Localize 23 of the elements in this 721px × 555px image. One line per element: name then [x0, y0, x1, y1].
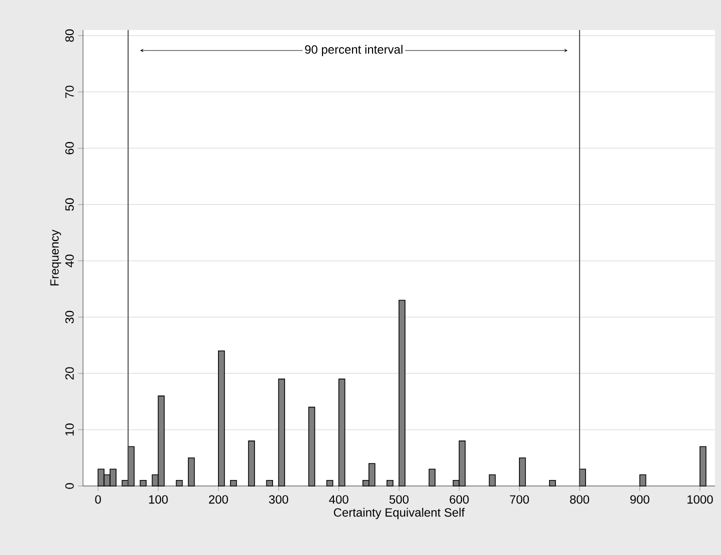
y-axis-title: Frequency [50, 230, 62, 286]
y-tick-label: 50 [65, 198, 74, 211]
x-tick-label: 0 [95, 495, 101, 504]
x-tick-label: 100 [149, 495, 168, 504]
x-tick-label: 600 [450, 495, 469, 504]
x-tick-label: 900 [630, 495, 650, 504]
x-tick-label: 1000 [688, 495, 713, 504]
y-tick-label: 60 [65, 142, 74, 154]
x-axis-title: Certainty Equivalent Self [334, 508, 465, 520]
y-tick-label: 80 [65, 29, 74, 42]
x-tick-label: 400 [329, 495, 348, 504]
y-tick-label: 30 [65, 310, 74, 324]
y-tick-label: 70 [65, 86, 74, 98]
y-tick-label: 10 [65, 423, 74, 436]
x-tick-label: 700 [510, 495, 529, 504]
x-tick-label: 200 [209, 495, 228, 504]
y-tick-label: 40 [65, 254, 74, 268]
x-tick-label: 500 [389, 495, 409, 504]
y-tick-label: 20 [65, 367, 74, 380]
x-tick-label: 800 [570, 495, 590, 504]
y-tick-label: 0 [65, 483, 74, 489]
annotation: 90 percent interval [305, 44, 402, 56]
x-tick-label: 300 [269, 495, 288, 504]
